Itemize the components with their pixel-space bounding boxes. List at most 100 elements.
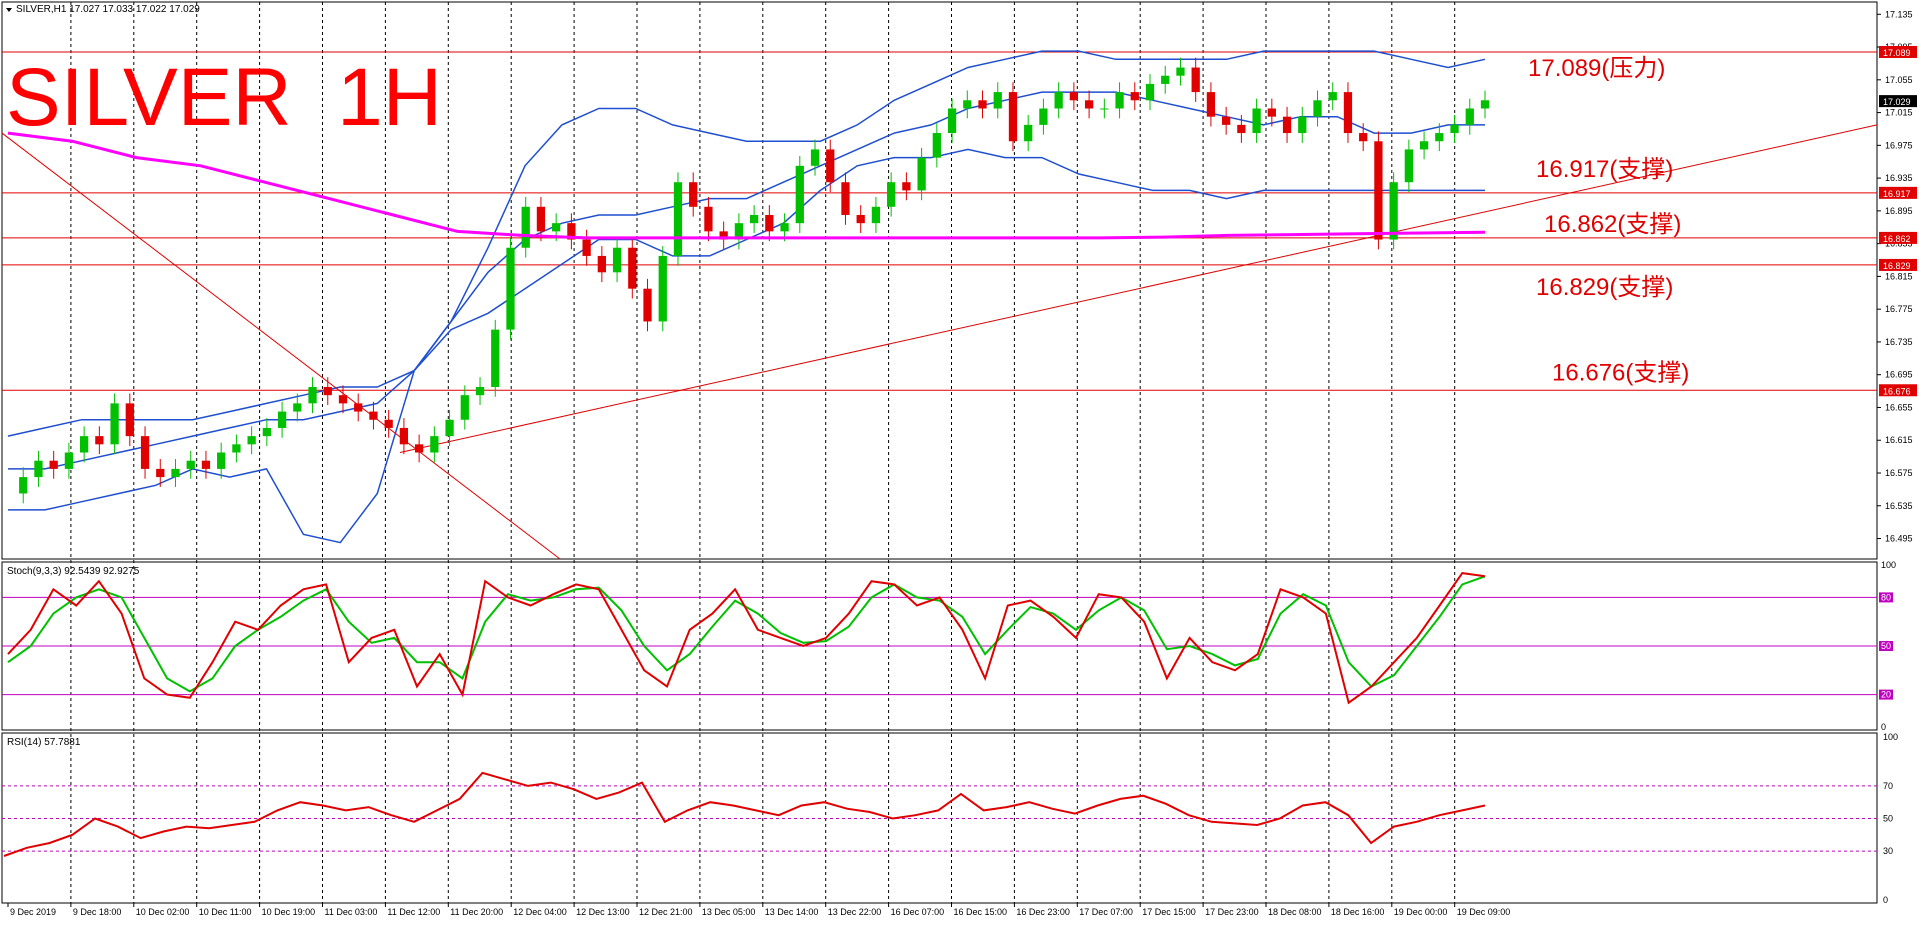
candle-body	[125, 403, 134, 437]
candle-body	[1298, 116, 1307, 134]
candle-body	[34, 460, 43, 478]
time-label: 9 Dec 18:00	[73, 907, 122, 917]
candle-body	[871, 206, 881, 224]
price-tick-label: 16.935	[1885, 173, 1913, 183]
price-tick-label: 16.895	[1885, 206, 1913, 216]
candle-body	[491, 329, 500, 387]
candle-body	[1343, 92, 1353, 134]
bollinger-upper-line	[7, 50, 1486, 437]
candle-body	[887, 182, 896, 207]
stoch-main-line	[7, 572, 1486, 705]
candle-body	[1191, 67, 1200, 93]
candle-body	[1069, 92, 1079, 101]
candle-body	[1008, 92, 1018, 142]
collapse-triangle-icon[interactable]	[6, 8, 12, 12]
candle-body	[841, 182, 850, 215]
candle-body	[506, 247, 515, 330]
candle-body	[1206, 92, 1216, 117]
time-label: 13 Dec 05:00	[702, 907, 756, 917]
candle-body	[369, 411, 378, 420]
candle-body	[1222, 116, 1231, 125]
price-tick-label: 17.015	[1885, 108, 1913, 118]
rsi-indicator: 100 70 50 30 0	[2, 732, 1898, 905]
price-axis: 17.13517.09517.05517.01516.97516.93516.8…	[1877, 9, 1917, 544]
candle-body	[1328, 92, 1337, 101]
time-label: 12 Dec 04:00	[513, 907, 567, 917]
price-tick-label: 16.975	[1885, 140, 1913, 150]
rsi-tick-label: 50	[1883, 814, 1893, 824]
candle-body	[1267, 108, 1276, 117]
level-axis-label: 16.829	[1883, 261, 1911, 271]
time-label: 18 Dec 08:00	[1268, 907, 1322, 917]
time-label: 16 Dec 23:00	[1016, 907, 1070, 917]
level-annotations: 17.089(压力) 16.917(支撑) 16.862(支撑) 16.829(支撑)…	[1528, 55, 1689, 386]
candle-body	[1176, 67, 1185, 76]
candle-body	[1313, 100, 1322, 117]
candle-body	[765, 214, 774, 232]
candle-body	[826, 149, 835, 183]
candle-body	[1024, 124, 1033, 142]
bollinger-middle-line	[8, 91, 1485, 470]
candle-body	[293, 403, 302, 412]
candle-body	[658, 255, 667, 322]
candle-body	[689, 182, 698, 207]
level-annotation: 17.089(压力)	[1528, 55, 1665, 82]
candle-body	[947, 108, 957, 134]
chart-watermark: SILVER 1H	[6, 52, 442, 143]
time-label: 12 Dec 13:00	[576, 907, 630, 917]
candle-body	[963, 100, 972, 109]
candle-body	[64, 452, 74, 469]
trendlines	[1, 124, 1878, 560]
candle-body	[749, 214, 759, 224]
level-axis-box	[1879, 258, 1917, 271]
candle-body	[1450, 124, 1459, 134]
level-axis-label: 17.089	[1883, 48, 1911, 58]
candle-body	[414, 444, 424, 453]
candle-body	[1054, 92, 1063, 109]
stoch-tick-label: 100	[1881, 560, 1896, 570]
time-label: 18 Dec 16:00	[1331, 907, 1385, 917]
stoch-signal-line	[7, 575, 1486, 693]
time-label: 12 Dec 21:00	[639, 907, 693, 917]
candle-body	[1145, 83, 1155, 101]
level-annotation: 16.829(支撑)	[1536, 274, 1673, 301]
time-label: 10 Dec 19:00	[262, 907, 316, 917]
level-axis-box	[1879, 384, 1917, 397]
price-tick-label: 16.815	[1885, 271, 1913, 281]
rsi-line	[3, 771, 1486, 857]
candle-body	[917, 157, 926, 191]
candle-body	[80, 436, 89, 453]
candle-body	[201, 460, 211, 469]
time-label: 11 Dec 20:00	[450, 907, 503, 917]
candle-body	[1389, 182, 1398, 240]
candle-body	[323, 386, 332, 396]
candlesticks	[19, 57, 1490, 504]
candle-body	[308, 386, 317, 404]
candle-body	[232, 444, 241, 453]
stoch-tick-label: 0	[1881, 722, 1886, 732]
candle-body	[795, 165, 804, 224]
candle-body	[673, 182, 683, 256]
level-axis-label: 16.676	[1883, 386, 1911, 396]
rsi-tick-label: 30	[1883, 846, 1893, 856]
moving-average	[7, 131, 1486, 240]
rsi-tick-label: 70	[1883, 781, 1893, 791]
time-label: 19 Dec 09:00	[1457, 907, 1511, 917]
stochastic-title: Stoch(9,3,3) 92.5439 92.9275	[7, 566, 140, 577]
price-tick-label: 16.655	[1885, 402, 1913, 412]
candle-body	[49, 460, 58, 469]
candle-body	[597, 255, 606, 273]
rsi-tick-label: 0	[1883, 895, 1888, 905]
price-pane	[1, 1, 1878, 560]
price-tick-label: 16.535	[1885, 501, 1913, 511]
stoch-tick-label: 20	[1881, 690, 1891, 700]
candle-body	[171, 468, 180, 478]
stoch-level-box	[1879, 641, 1893, 651]
candle-body	[1115, 92, 1124, 109]
candle-body	[521, 206, 530, 248]
candle-body	[384, 419, 393, 428]
candle-body	[719, 231, 728, 240]
candle-body	[338, 395, 348, 404]
time-label: 17 Dec 15:00	[1142, 907, 1196, 917]
